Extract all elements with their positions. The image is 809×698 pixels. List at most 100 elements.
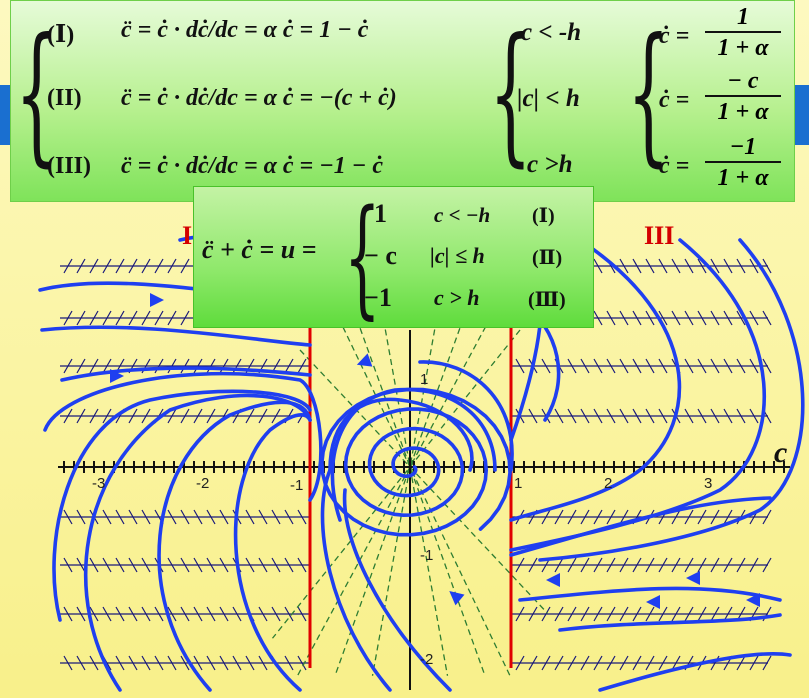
slope-mark	[76, 557, 86, 573]
slope-mark	[580, 408, 590, 424]
slope-mark	[567, 606, 577, 622]
slope-mark	[258, 557, 268, 573]
isocline	[334, 299, 471, 676]
slope-mark	[593, 509, 603, 525]
slope-mark	[167, 358, 177, 374]
slope-mark	[63, 408, 73, 424]
slope-mark	[606, 606, 616, 622]
slope-mark	[63, 655, 73, 671]
slope-mark	[671, 655, 681, 671]
slope-mark	[749, 258, 759, 274]
slope-mark	[128, 509, 138, 525]
slope-mark	[723, 358, 733, 374]
center-region-trajectory	[328, 397, 474, 472]
case-condition-2: |c| ≤ h	[430, 243, 485, 268]
slope-mark	[671, 310, 681, 326]
region-label-left: I	[182, 221, 193, 250]
slope-mark	[115, 310, 125, 326]
arrowhead	[746, 593, 760, 607]
x-tick-marks	[63, 461, 785, 473]
slope-mark	[193, 358, 203, 374]
y-tick-label: -1	[420, 547, 433, 564]
slope-mark	[76, 310, 86, 326]
control-law-panel: c̈ + ċ = u = { 1 c < −h (Ⅰ) − c |c| ≤ h …	[193, 186, 594, 328]
slope-mark	[63, 557, 73, 573]
arrowhead	[356, 353, 373, 367]
slope-mark	[284, 358, 294, 374]
slope-mark	[180, 310, 190, 326]
slope-mark	[632, 606, 642, 622]
slope-mark	[219, 358, 229, 374]
slope-mark	[515, 655, 525, 671]
slope-mark	[723, 557, 733, 573]
slope-mark	[154, 655, 164, 671]
cond-brace: {	[489, 7, 532, 181]
arrowhead	[449, 591, 465, 606]
left-region-trajectory	[83, 393, 312, 692]
slope-mark	[167, 408, 177, 424]
left-region-trajectory	[60, 366, 312, 382]
isocline	[379, 299, 449, 676]
slope-mark	[180, 408, 190, 424]
slope-mark	[762, 509, 772, 525]
slope-mark	[89, 655, 99, 671]
solution-denominator-2: 1 + α	[717, 99, 769, 125]
slope-mark	[297, 606, 307, 622]
slope-mark	[684, 408, 694, 424]
arrowhead	[110, 369, 124, 383]
case-condition-1: c < −h	[434, 203, 491, 227]
slope-mark	[180, 557, 190, 573]
slope-mark	[115, 509, 125, 525]
x-tick-label: -3	[92, 475, 105, 492]
slope-mark	[180, 509, 190, 525]
slope-mark	[167, 655, 177, 671]
slope-mark	[671, 258, 681, 274]
slope-mark	[736, 655, 746, 671]
left-brace: {	[15, 7, 58, 181]
slope-mark	[658, 258, 668, 274]
slope-mark	[297, 509, 307, 525]
slope-mark	[128, 408, 138, 424]
slope-mark	[749, 358, 759, 374]
slope-mark	[697, 557, 707, 573]
x-tick-label: 1	[514, 475, 522, 492]
left-region-trajectory	[233, 413, 312, 692]
slope-mark	[180, 258, 190, 274]
x-tick-label: -1	[290, 477, 303, 494]
slope-mark	[206, 358, 216, 374]
left-region-trajectory	[40, 325, 312, 347]
slope-mark	[697, 310, 707, 326]
slope-mark	[606, 310, 616, 326]
solution-fraction-1: 1 1 + α	[705, 3, 781, 63]
slope-mark	[297, 557, 307, 573]
solution-numerator-2: − c	[705, 67, 781, 97]
slope-mark	[154, 606, 164, 622]
slope-mark	[567, 408, 577, 424]
slope-mark	[606, 358, 616, 374]
slope-mark	[193, 557, 203, 573]
slope-mark	[606, 509, 616, 525]
slope-mark	[580, 509, 590, 525]
slope-mark	[141, 557, 151, 573]
slope-mark	[115, 258, 125, 274]
trajectory-arrows	[110, 293, 760, 609]
x-tick-label: 3	[704, 475, 712, 492]
slope-mark	[232, 655, 242, 671]
slope-mark	[736, 408, 746, 424]
left-region-trajectory	[43, 371, 323, 502]
slope-mark	[762, 358, 772, 374]
slope-mark	[593, 310, 603, 326]
slope-mark	[697, 509, 707, 525]
center-region-trajectory	[320, 468, 392, 692]
solution-denominator-3: 1 + α	[717, 165, 769, 191]
slope-mark	[63, 258, 73, 274]
slope-mark	[762, 557, 772, 573]
slope-mark	[219, 557, 229, 573]
center-region-trajectory	[418, 360, 514, 472]
slope-mark	[245, 509, 255, 525]
cases-brace: {	[344, 183, 381, 332]
condition-2: |c| < h	[517, 85, 580, 112]
slope-mark	[723, 509, 733, 525]
y-tick-label: 1	[420, 371, 428, 388]
slope-mark	[141, 408, 151, 424]
